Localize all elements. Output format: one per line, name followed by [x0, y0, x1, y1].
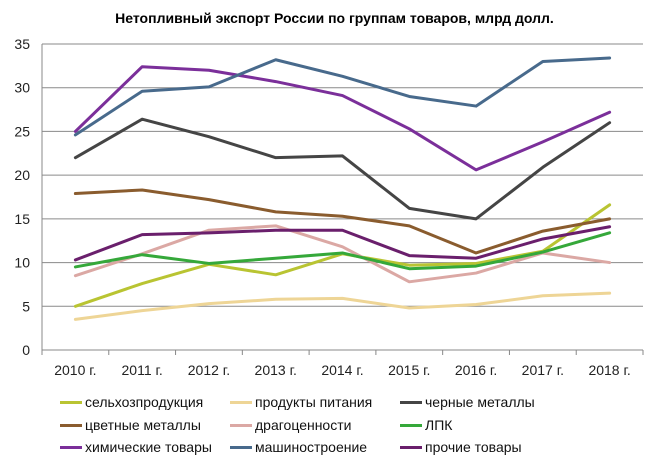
legend-swatch: [400, 423, 422, 427]
legend-label: химические товары: [85, 439, 212, 455]
y-tick-label: 0: [22, 342, 30, 358]
legend-item: цветные металлы: [60, 417, 201, 433]
legend-swatch: [400, 445, 422, 449]
legend-label: цветные металлы: [85, 417, 201, 433]
y-tick-label: 30: [14, 80, 30, 96]
chart-title: Нетопливный экспорт России по группам то…: [115, 10, 554, 26]
legend-item: черные металлы: [400, 394, 535, 410]
x-tick-label: 2014 г.: [321, 362, 363, 378]
legend-item: продукты питания: [230, 394, 372, 410]
x-tick-label: 2017 г.: [522, 362, 564, 378]
x-tick-label: 2015 г.: [388, 362, 430, 378]
legend-swatch: [230, 400, 252, 404]
legend-swatch: [230, 423, 252, 427]
x-tick-label: 2011 г.: [122, 362, 163, 378]
legend-swatch: [230, 445, 252, 449]
y-tick-label: 5: [22, 298, 30, 314]
y-tick-label: 35: [14, 36, 30, 52]
x-tick-label: 2016 г.: [455, 362, 497, 378]
legend-swatch: [60, 400, 82, 404]
y-tick-label: 25: [14, 123, 30, 139]
x-tick-label: 2012 г.: [188, 362, 230, 378]
series-line-5: [73, 231, 612, 271]
series-line-2: [73, 117, 612, 221]
legend-label: машиностроение: [255, 439, 368, 455]
x-tick-label: 2013 г.: [255, 362, 297, 378]
legend-label: прочие товары: [425, 439, 522, 455]
y-tick-label: 10: [14, 255, 30, 271]
x-tick-label: 2010 г.: [54, 362, 96, 378]
x-tick-label: 2018 г.: [588, 362, 630, 378]
legend-swatch: [400, 400, 422, 404]
legend-swatch: [60, 445, 82, 449]
y-tick-label: 15: [14, 211, 30, 227]
legend-label: продукты питания: [255, 394, 373, 410]
legend-label: черные металлы: [425, 394, 535, 410]
legend-label: драгоценности: [255, 417, 352, 433]
line-chart: 0 5 10 15 20 25 30 35 2010 г. 2011 г. 2012 г. 2013 …: [14, 36, 644, 378]
y-tick-label: 20: [14, 167, 30, 183]
legend-item: драгоценности: [230, 417, 351, 433]
legend-label: ЛПК: [425, 417, 453, 433]
legend-label: сельхозпродукция: [85, 394, 204, 410]
legend-item: машиностроение: [230, 439, 367, 455]
legend-item: ЛПК: [400, 417, 452, 433]
legend-item: сельхозпродукция: [60, 394, 203, 410]
legend-item: прочие товары: [400, 439, 522, 455]
legend-item: химические товары: [60, 439, 212, 455]
legend-swatch: [60, 423, 82, 427]
